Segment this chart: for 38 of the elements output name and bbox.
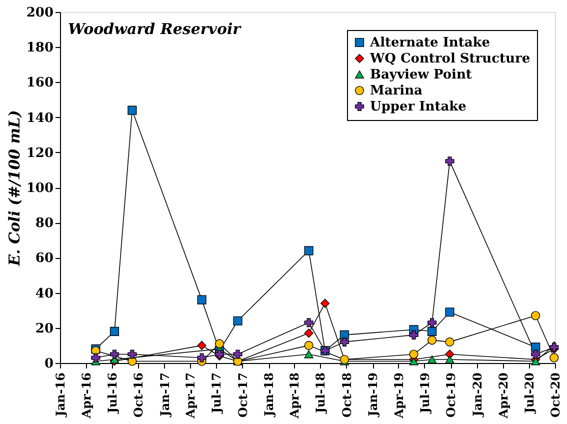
x-tick-label: Jan-20 bbox=[470, 372, 484, 418]
y-tick-label: 100 bbox=[26, 181, 54, 196]
x-tick-label: Jul-18 bbox=[314, 372, 328, 414]
y-tick-label: 40 bbox=[35, 286, 54, 302]
y-tick-label: 0 bbox=[44, 356, 54, 372]
x-tick-label: Oct-17 bbox=[236, 372, 250, 418]
x-tick-label: Oct-19 bbox=[444, 372, 458, 418]
annotation: Woodward Reservoir bbox=[68, 20, 242, 38]
legend-label: Bayview Point bbox=[370, 68, 472, 82]
legend-label: Alternate Intake bbox=[369, 36, 490, 50]
legend-label: Upper Intake bbox=[370, 100, 466, 114]
x-tick-label: Jan-16 bbox=[54, 372, 68, 418]
x-tick-label: Jul-19 bbox=[418, 372, 432, 414]
x-tick-label: Oct-18 bbox=[340, 372, 354, 418]
x-tick-label: Jan-18 bbox=[262, 372, 276, 418]
x-tick-label: Jul-20 bbox=[522, 372, 536, 414]
x-tick-label: Oct-20 bbox=[548, 372, 562, 418]
x-tick-label: Apr-20 bbox=[496, 372, 510, 420]
x-tick-label: Oct-16 bbox=[132, 372, 146, 418]
x-tick-label: Jul-17 bbox=[210, 372, 224, 414]
x-tick-label: Apr-16 bbox=[79, 372, 94, 420]
x-tick-label: Jan-19 bbox=[366, 372, 380, 418]
legend-label: WQ Control Structure bbox=[369, 52, 530, 66]
y-tick-label: 180 bbox=[26, 40, 54, 56]
y-axis-title: E. Coli (#/100 mL) bbox=[5, 110, 24, 267]
y-tick-label: 20 bbox=[35, 321, 54, 336]
y-tick-label: 140 bbox=[26, 110, 54, 126]
x-tick-label: Apr-19 bbox=[392, 372, 406, 420]
y-tick-label: 80 bbox=[35, 216, 54, 232]
x-tick-label: Jan-17 bbox=[158, 372, 172, 418]
legend-label: Marina bbox=[370, 84, 424, 98]
y-tick-label: 60 bbox=[35, 251, 54, 266]
y-tick-label: 120 bbox=[26, 146, 54, 161]
y-tick-label: 200 bbox=[26, 6, 54, 20]
x-tick-label: Apr-17 bbox=[184, 372, 198, 420]
x-tick-label: Apr-18 bbox=[288, 372, 302, 420]
y-tick-label: 160 bbox=[26, 76, 54, 91]
x-tick-label: Jul-16 bbox=[105, 372, 120, 414]
